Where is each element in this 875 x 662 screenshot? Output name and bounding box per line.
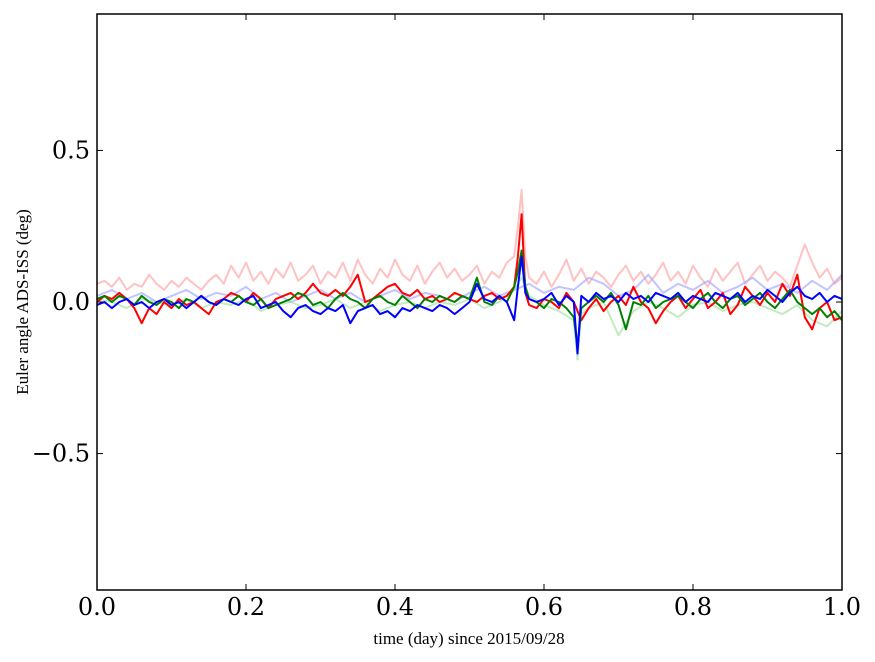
x-axis-label: time (day) since 2015/09/28 bbox=[373, 629, 564, 648]
y-axis-label: Euler angle ADS-ISS (deg) bbox=[13, 209, 32, 395]
x-tick-label: 0.4 bbox=[376, 593, 414, 621]
x-tick-label: 1.0 bbox=[823, 593, 861, 621]
series-line-1 bbox=[97, 188, 842, 291]
series-layer bbox=[97, 188, 842, 361]
y-tick-label: 0.0 bbox=[52, 288, 90, 316]
y-tick-label: 0.5 bbox=[52, 136, 90, 164]
x-tick-label: 0.8 bbox=[674, 593, 712, 621]
x-tick-label: 0.2 bbox=[227, 593, 265, 621]
series-line-2 bbox=[97, 273, 842, 303]
x-tick-label: 0.0 bbox=[78, 593, 116, 621]
series-line-6 bbox=[97, 255, 842, 355]
x-tick-label: 0.6 bbox=[525, 593, 563, 621]
y-tick-label: −0.5 bbox=[32, 440, 90, 468]
tick-layer: 0.0 0.2 0.4 0.6 0.8 1.0 0.5 0.0 −0.5 bbox=[32, 14, 861, 621]
